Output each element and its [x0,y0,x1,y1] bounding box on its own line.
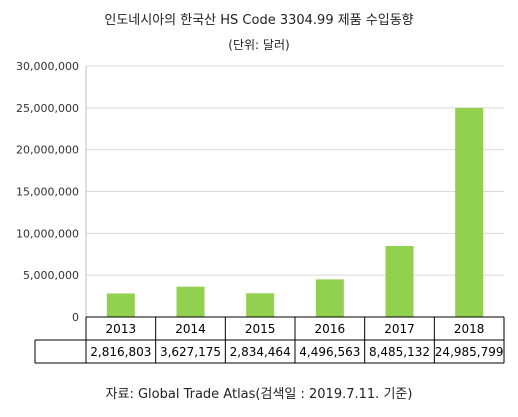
x-tick-label: 2014 [175,322,206,336]
bar [106,293,135,317]
x-tick-label: 2018 [454,322,485,336]
bar [315,279,344,317]
data-label: 24,985,799 [435,345,504,359]
y-tick-label: 5,000,000 [23,269,79,282]
y-tick-label: 20,000,000 [16,144,79,157]
x-tick-label: 2015 [245,322,276,336]
data-label: 8,485,132 [369,345,430,359]
bar [176,286,205,317]
bar [455,107,484,317]
data-label: 2,816,803 [90,345,151,359]
bar [385,246,414,317]
y-tick-label: 0 [72,311,79,324]
bar [246,293,275,317]
x-tick-label: 2017 [384,322,415,336]
chart-subtitle: (단위: 달러) [228,38,290,52]
data-label: 3,627,175 [160,345,221,359]
x-tick-label: 2013 [106,322,137,336]
x-tick-label: 2016 [315,322,346,336]
y-tick-label: 30,000,000 [16,60,79,73]
data-label: 2,834,464 [230,345,291,359]
chart-title: 인도네시아의 한국산 HS Code 3304.99 제품 수입동향 [104,13,414,28]
y-tick-label: 25,000,000 [16,102,79,115]
y-tick-label: 15,000,000 [16,186,79,199]
y-tick-label: 10,000,000 [16,227,79,240]
data-label: 4,496,563 [299,345,360,359]
source-note: 자료: Global Trade Atlas(검색일 : 2019.7.11. … [105,387,413,402]
